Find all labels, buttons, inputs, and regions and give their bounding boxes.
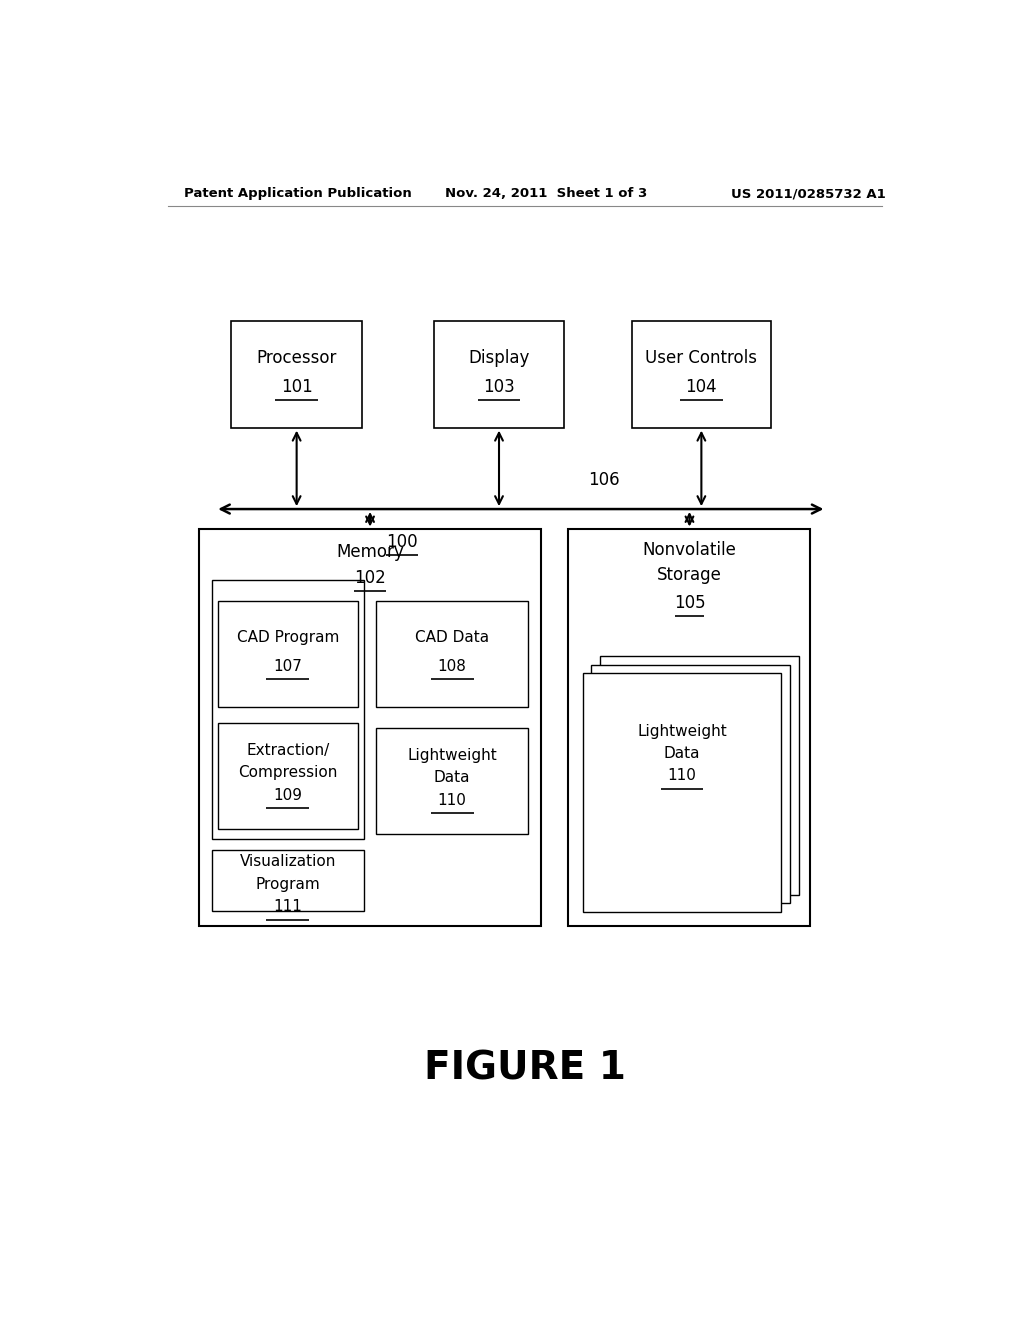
Text: FIGURE 1: FIGURE 1 xyxy=(424,1049,626,1088)
Text: 105: 105 xyxy=(674,594,706,611)
Text: Storage: Storage xyxy=(657,566,722,585)
Text: Data: Data xyxy=(434,771,470,785)
Text: US 2011/0285732 A1: US 2011/0285732 A1 xyxy=(731,187,886,201)
Text: Extraction/: Extraction/ xyxy=(247,743,330,758)
Bar xyxy=(212,581,364,840)
Bar xyxy=(200,529,541,925)
Text: CAD Data: CAD Data xyxy=(415,630,489,645)
Text: CAD Program: CAD Program xyxy=(237,630,339,645)
Bar xyxy=(212,850,364,911)
Text: Processor: Processor xyxy=(256,348,337,367)
Text: 108: 108 xyxy=(437,659,467,673)
Bar xyxy=(568,529,811,925)
Bar xyxy=(218,722,358,829)
Text: 101: 101 xyxy=(281,378,312,396)
Bar xyxy=(433,321,564,428)
Text: User Controls: User Controls xyxy=(645,348,758,367)
Text: Display: Display xyxy=(468,348,529,367)
Bar xyxy=(583,673,781,912)
Text: Memory: Memory xyxy=(336,543,403,561)
Bar xyxy=(632,321,771,428)
Text: 106: 106 xyxy=(589,471,620,488)
Text: 102: 102 xyxy=(354,569,386,587)
Bar xyxy=(231,321,362,428)
Text: 100: 100 xyxy=(386,532,418,550)
Text: Nonvolatile: Nonvolatile xyxy=(642,541,736,558)
Text: 110: 110 xyxy=(668,768,696,783)
Text: 104: 104 xyxy=(685,378,717,396)
Text: Nov. 24, 2011  Sheet 1 of 3: Nov. 24, 2011 Sheet 1 of 3 xyxy=(445,187,648,201)
Text: Program: Program xyxy=(256,876,321,891)
Text: Data: Data xyxy=(664,746,700,762)
Text: Patent Application Publication: Patent Application Publication xyxy=(183,187,412,201)
Bar xyxy=(377,727,528,834)
Text: 111: 111 xyxy=(273,899,302,913)
Text: 107: 107 xyxy=(273,659,302,673)
Text: Lightweight: Lightweight xyxy=(408,748,497,763)
Text: Lightweight: Lightweight xyxy=(637,723,727,739)
Bar xyxy=(600,656,799,895)
Text: Compression: Compression xyxy=(239,766,338,780)
Bar xyxy=(218,601,358,708)
Text: 103: 103 xyxy=(483,378,515,396)
Text: Visualization: Visualization xyxy=(240,854,336,870)
Bar xyxy=(592,664,790,903)
Text: 109: 109 xyxy=(273,788,302,803)
Text: 110: 110 xyxy=(437,793,467,808)
Bar xyxy=(377,601,528,708)
